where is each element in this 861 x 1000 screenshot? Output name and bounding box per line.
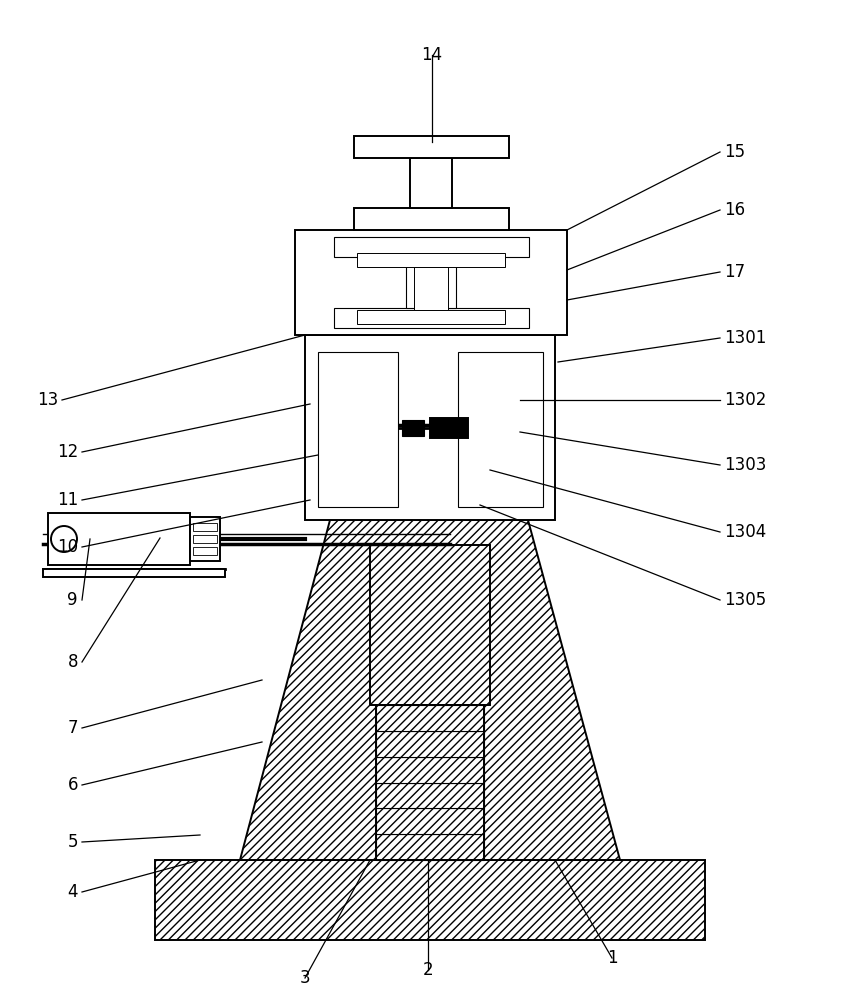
Bar <box>376 782 484 808</box>
Bar <box>376 731 484 757</box>
Text: 6: 6 <box>67 776 78 794</box>
Text: 1305: 1305 <box>724 591 766 609</box>
Text: 1304: 1304 <box>724 523 766 541</box>
Text: 8: 8 <box>67 653 78 671</box>
Text: 13: 13 <box>37 391 58 409</box>
Text: 10: 10 <box>57 538 78 556</box>
Bar <box>406 257 456 308</box>
Bar <box>376 808 484 834</box>
Bar <box>357 310 505 324</box>
Text: 4: 4 <box>67 883 78 901</box>
Bar <box>410 158 452 208</box>
Bar <box>354 208 509 230</box>
Bar <box>193 547 217 555</box>
Bar <box>354 136 509 158</box>
Bar <box>458 352 543 507</box>
Bar <box>414 267 448 310</box>
Text: 12: 12 <box>57 443 78 461</box>
Bar <box>370 545 490 705</box>
Bar <box>376 705 484 860</box>
Bar <box>334 308 529 328</box>
Bar <box>48 513 190 565</box>
Text: 11: 11 <box>57 491 78 509</box>
Text: 3: 3 <box>300 969 310 987</box>
Bar <box>155 860 705 940</box>
Bar <box>43 569 225 577</box>
Text: 1301: 1301 <box>724 329 766 347</box>
Bar <box>357 253 505 267</box>
Text: 2: 2 <box>423 961 433 979</box>
Bar <box>318 352 398 507</box>
Text: 17: 17 <box>724 263 745 281</box>
Bar <box>430 418 468 438</box>
Bar <box>305 335 555 520</box>
Bar <box>334 237 529 257</box>
Bar <box>376 705 484 731</box>
Text: 16: 16 <box>724 201 745 219</box>
Text: 1302: 1302 <box>724 391 766 409</box>
Bar <box>376 834 484 860</box>
Bar <box>190 517 220 561</box>
Bar <box>295 230 567 335</box>
Text: 14: 14 <box>421 46 443 64</box>
Text: 7: 7 <box>67 719 78 737</box>
Bar <box>402 420 424 436</box>
Text: 9: 9 <box>67 591 78 609</box>
Text: 15: 15 <box>724 143 745 161</box>
Bar <box>193 523 217 531</box>
Text: 1: 1 <box>607 949 617 967</box>
Text: 1303: 1303 <box>724 456 766 474</box>
Text: 5: 5 <box>67 833 78 851</box>
Polygon shape <box>240 520 620 860</box>
Bar <box>376 757 484 782</box>
Bar <box>193 535 217 543</box>
